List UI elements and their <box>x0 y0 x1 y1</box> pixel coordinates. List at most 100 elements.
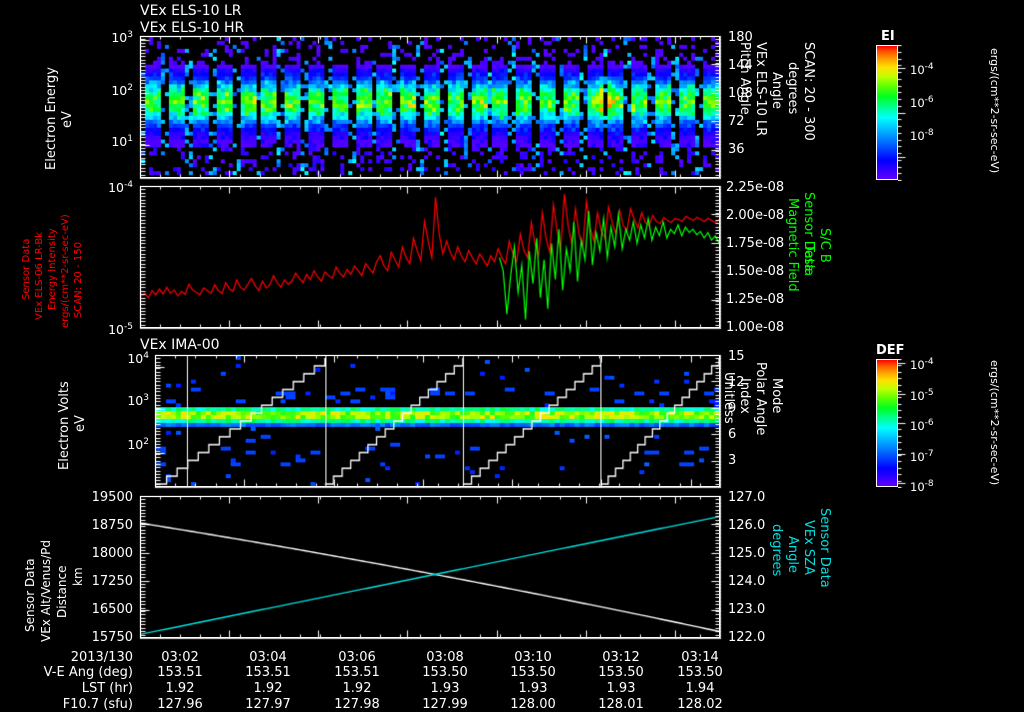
footer-row-label-1: V-E Ang (deg) <box>43 665 133 680</box>
panel1-right-tick-2: 108 <box>728 86 753 101</box>
panel2-right-tick-4: 1.25e-08 <box>726 292 785 307</box>
panel4-left-axis-label-3: Distance <box>55 565 69 618</box>
footer-cell-r1-c6: 153.50 <box>677 665 723 680</box>
panel1-left-tick-2: 101 <box>111 134 133 150</box>
panel4-left-axis-label-1: Sensor Data <box>23 558 37 632</box>
panel3-right-tick-1: 12 <box>728 375 745 390</box>
panel1-left-axis-label-2: eV <box>60 111 75 128</box>
panel2-right-axis-label-2: S/C B <box>817 228 832 263</box>
panel1-colorbar-title: EI <box>881 29 895 44</box>
panel2-left-axis-label-4: ergs/(cm**2-sr-sec-eV) <box>60 214 71 328</box>
footer-cell-r1-c3: 153.50 <box>422 665 468 680</box>
panel2-right-tick-5: 1.00e-08 <box>726 320 785 335</box>
footer-cell-r2-c0: 1.92 <box>165 681 195 696</box>
panel4-left-tick-1: 18750 <box>91 518 133 533</box>
panel1-title-lr: VEx ELS-10 LR <box>140 3 242 19</box>
footer-cell-r1-c2: 153.51 <box>334 665 380 680</box>
panel2-left-axis-label-3: Energy Intensity <box>47 228 58 310</box>
panel1-right-tick-4: 36 <box>728 142 745 157</box>
panel4-right-axis-label-1: Sensor Data <box>817 508 832 588</box>
footer-cell-r2-c6: 1.94 <box>685 681 715 696</box>
panel1-colorbar-units: ergs/(cm**2-sr-sec-eV) <box>988 48 1001 174</box>
footer-cell-r2-c2: 1.92 <box>342 681 372 696</box>
panel4-left-axis-label-4: km <box>71 567 85 586</box>
panel2-right-axis-label-3: Magnetic Field <box>785 198 800 292</box>
panel2-left-axis-label-2: VEx ELS-06 LR-Bk <box>34 231 45 320</box>
panel4-right-tick-4: 123.0 <box>728 602 766 617</box>
panel2-right-tick-1: 2.00e-08 <box>726 208 785 223</box>
panel1-right-tick-3: 72 <box>728 114 745 129</box>
panel4-right-tick-1: 126.0 <box>728 518 766 533</box>
panel1-right-axis-label-2: VEx ELS-10 LR <box>753 42 768 137</box>
footer-cell-r3-c2: 127.98 <box>334 697 380 712</box>
panel1-right-axis-label-1: Pitch Angle <box>737 42 752 115</box>
panel1-right-tick-1: 144 <box>728 58 753 73</box>
panel3-right-axis-label-3: Index <box>737 378 752 414</box>
footer-cell-r0-c2: 03:06 <box>338 650 376 665</box>
footer-cell-r0-c4: 03:10 <box>514 650 552 665</box>
footer-cell-r1-c0: 153.51 <box>157 665 203 680</box>
panel3-left-axis-label-1: Electron Volts <box>57 381 72 470</box>
panel2-left-axis-label-5: SCAN: 20 - 150 <box>73 242 84 318</box>
panel1-axes <box>100 30 780 188</box>
panel1-colorbar-tick-1: 10-6 <box>910 95 934 110</box>
panel3-right-tick-3: 6 <box>728 427 737 442</box>
panel1-colorbar-ticks <box>898 45 908 181</box>
footer-cell-r3-c0: 127.96 <box>157 697 203 712</box>
panel4-right-axis-label-4: degrees <box>769 524 784 577</box>
panel1-left-tick-1: 102 <box>111 83 133 99</box>
footer-cell-r0-c0: 03:02 <box>161 650 199 665</box>
panel2-right-tick-3: 1.50e-08 <box>726 264 785 279</box>
panel3-right-axis-label-1: Mode <box>769 378 784 414</box>
panel3-colorbar <box>876 359 898 487</box>
panel3-colorbar-tick-2: 10-6 <box>910 418 934 433</box>
footer-cell-r0-c1: 03:04 <box>249 650 287 665</box>
panel1-right-axis-label-5: SCAN: 20 - 300 <box>801 42 816 141</box>
panel4-left-tick-5: 15750 <box>91 630 133 645</box>
panel4-right-tick-3: 124.0 <box>728 574 766 589</box>
footer-cell-r3-c1: 127.97 <box>245 697 291 712</box>
panel1-colorbar-tick-2: 10-8 <box>910 128 934 143</box>
panel3-colorbar-tick-4: 10-8 <box>910 479 934 494</box>
footer-cell-r2-c4: 1.93 <box>518 681 548 696</box>
panel4-left-tick-2: 18000 <box>91 546 133 561</box>
panel1-right-axis-label-3: Angle <box>769 72 784 109</box>
panel2-right-tick-0: 2.25e-08 <box>726 180 785 195</box>
panel3-left-axis-label-2: eV <box>73 415 88 432</box>
footer-cell-r0-c6: 03:14 <box>681 650 719 665</box>
panel1-right-tick-0: 180 <box>728 30 753 45</box>
panel3-colorbar-tick-3: 10-7 <box>910 449 934 464</box>
panel4-right-tick-2: 125.0 <box>728 546 766 561</box>
panel2-left-axis-label-1: Sensor Data <box>21 238 32 300</box>
footer-cell-r1-c4: 153.50 <box>510 665 556 680</box>
footer-row-label-3: F10.7 (sfu) <box>62 697 133 712</box>
panel3-left-tick-0: 104 <box>127 351 149 367</box>
panel3-left-tick-2: 102 <box>127 437 149 453</box>
panel3-colorbar-ticks <box>898 359 908 488</box>
panel1-left-axis-label-1: Electron Energy <box>44 67 59 170</box>
footer-cell-r2-c1: 1.92 <box>253 681 283 696</box>
footer-cell-r2-c3: 1.93 <box>430 681 460 696</box>
panel1-colorbar <box>876 45 898 180</box>
panel1-left-tick-0: 103 <box>111 30 133 46</box>
panel3-colorbar-tick-1: 10-5 <box>910 388 934 403</box>
panel4-right-axis-label-2: VEx SZA <box>801 520 816 575</box>
footer-cell-r0-c5: 03:12 <box>602 650 640 665</box>
panel3-right-tick-0: 15 <box>728 349 745 364</box>
panel3-title: VEx IMA-00 <box>140 337 220 353</box>
footer-cell-r2-c5: 1.93 <box>606 681 636 696</box>
panel4-right-axis-label-3: Angle <box>785 536 800 573</box>
panel2-left-tick-1: 10-5 <box>108 322 133 338</box>
panel3-right-tick-2: 9 <box>728 401 737 416</box>
footer-row-label-2: LST (hr) <box>81 681 133 696</box>
panel3-right-axis-label-2: Polar Angle <box>753 362 768 436</box>
panel4-left-tick-3: 17250 <box>91 574 133 589</box>
panel3-axes <box>115 349 780 497</box>
panel3-colorbar-tick-0: 10-4 <box>910 357 934 372</box>
panel2-left-tick-0: 10-4 <box>108 180 133 196</box>
footer-cell-r3-c3: 127.99 <box>422 697 468 712</box>
panel2-axes <box>100 180 780 338</box>
panel3-right-axis-label-4: Unitless <box>721 372 736 424</box>
panel3-left-tick-1: 103 <box>127 393 149 409</box>
